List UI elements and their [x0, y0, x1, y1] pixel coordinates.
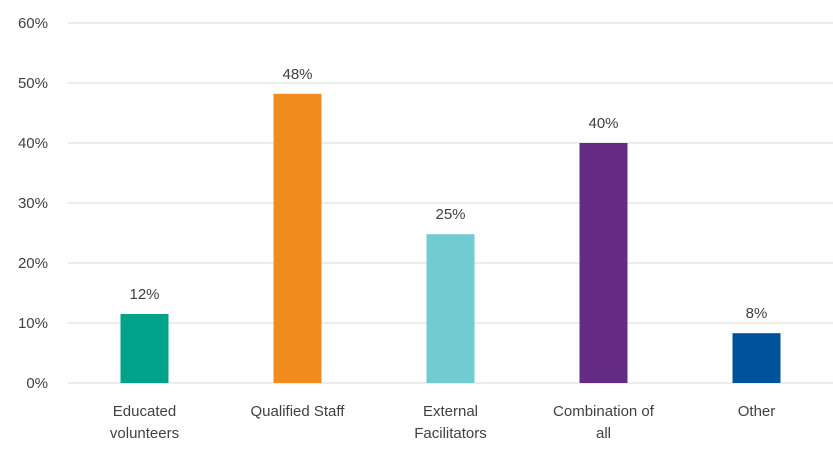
y-tick-label: 0%	[26, 375, 48, 392]
y-tick-label: 60%	[18, 15, 48, 32]
x-category-label: Other	[738, 403, 776, 420]
data-label: 25%	[435, 206, 465, 223]
bars	[120, 93, 781, 384]
y-tick-label: 30%	[18, 195, 48, 212]
data-label: 40%	[588, 115, 618, 132]
data-label: 12%	[129, 286, 159, 303]
x-category-label: Combination of	[553, 403, 655, 420]
bar	[579, 143, 628, 383]
x-category-label: Facilitators	[414, 425, 487, 442]
data-label: 8%	[746, 305, 768, 322]
y-tick-label: 20%	[18, 255, 48, 272]
x-category-label: Educated	[113, 403, 176, 420]
data-label: 48%	[282, 66, 312, 83]
bar	[120, 314, 169, 383]
y-tick-label: 50%	[18, 75, 48, 92]
x-category-label: External	[423, 403, 478, 420]
data-labels: 12% 48% 25% 40% 8%	[129, 66, 767, 322]
y-axis-tick-labels: 0% 10% 20% 30% 40% 50% 60%	[18, 15, 48, 392]
bar	[273, 93, 322, 384]
x-category-label: volunteers	[110, 425, 179, 442]
x-category-label: Qualified Staff	[251, 403, 346, 420]
y-tick-label: 40%	[18, 135, 48, 152]
bar	[732, 333, 781, 383]
y-tick-label: 10%	[18, 315, 48, 332]
bar	[426, 234, 475, 383]
x-category-label: all	[596, 425, 611, 442]
x-axis-category-labels: Educated volunteers Qualified Staff Externa…	[110, 403, 775, 442]
